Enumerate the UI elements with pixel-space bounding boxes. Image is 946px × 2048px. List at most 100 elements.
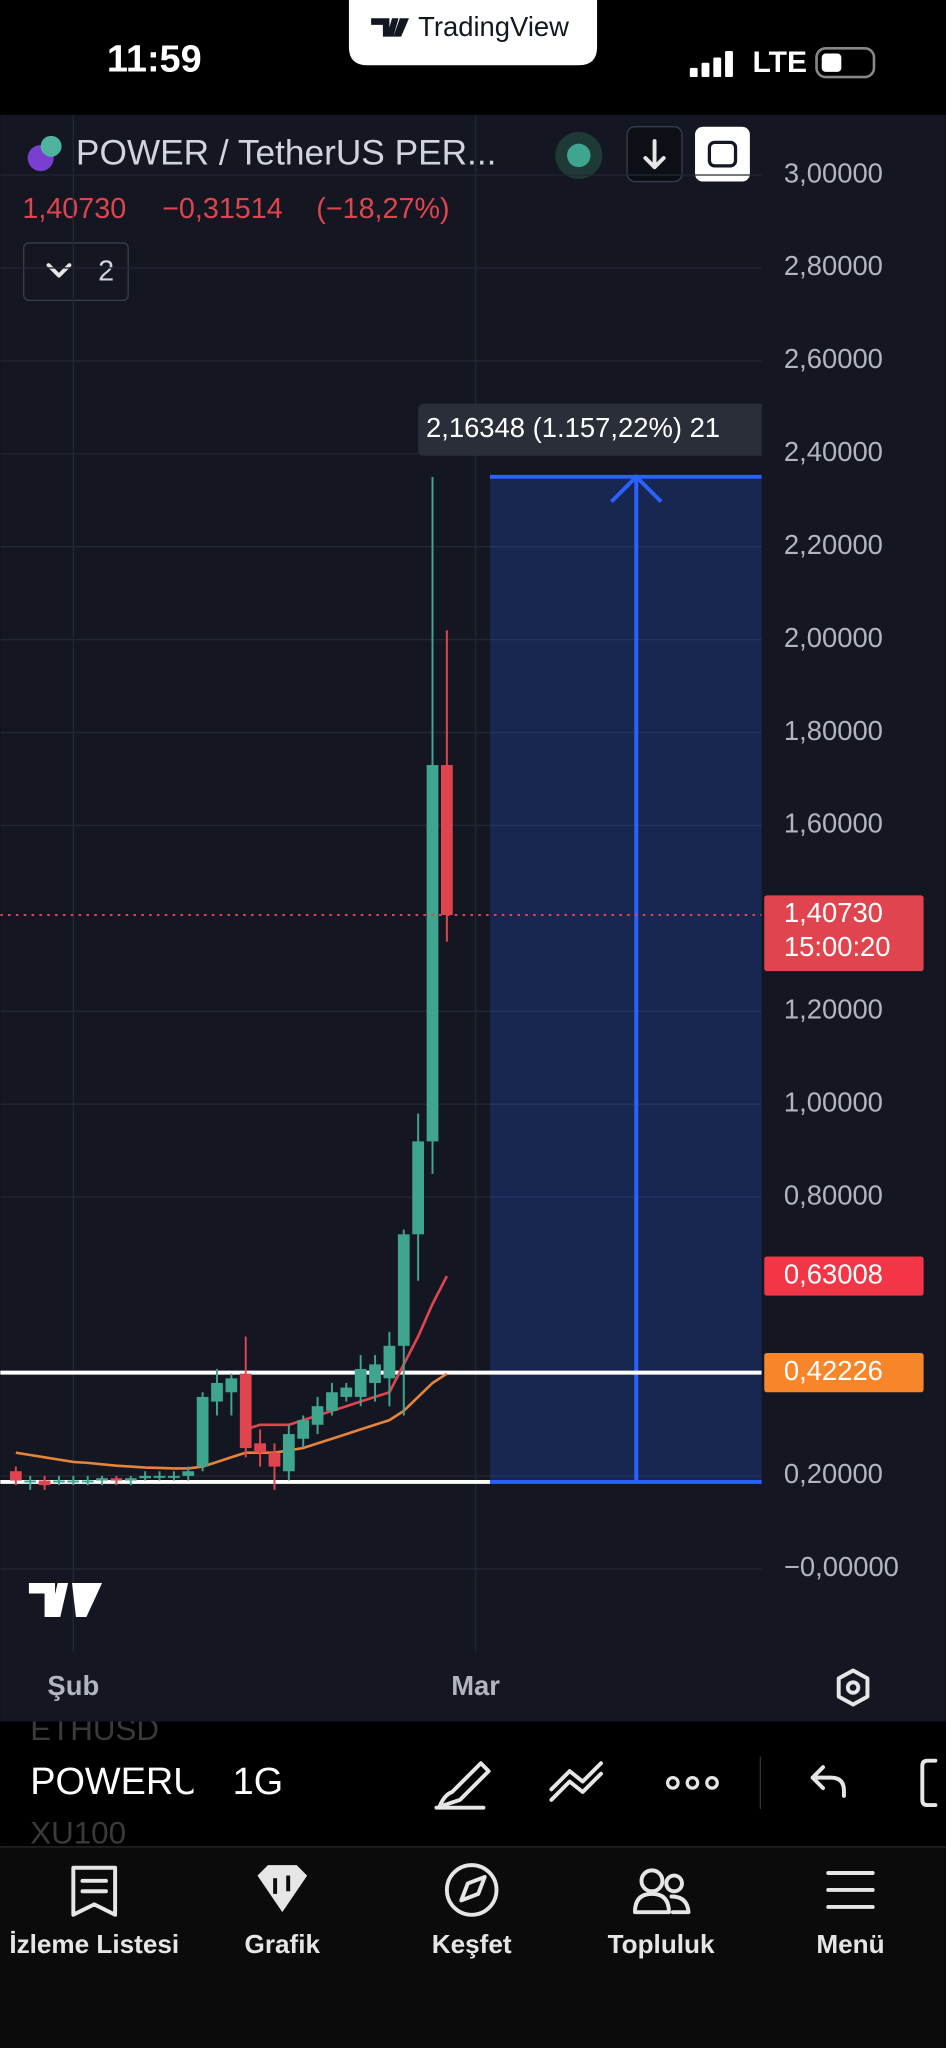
candle-body xyxy=(124,1478,137,1481)
chevron-icon xyxy=(46,263,72,278)
brand-logo xyxy=(371,18,409,37)
y-tick-label: 2,40000 xyxy=(784,436,883,467)
y-tick-label: 0,20000 xyxy=(784,1458,883,1489)
clock: 11:59 xyxy=(107,38,202,80)
x-tick-label: Mar xyxy=(451,1670,500,1701)
symbol-icon-badge xyxy=(40,135,62,157)
tab-label: İzleme Listesi xyxy=(9,1929,179,1959)
fullscreen-icon xyxy=(707,140,738,168)
tab-explore[interactable]: Keşfet xyxy=(432,1863,512,1959)
price-label-countdown: 15:00:20 xyxy=(784,931,891,962)
candle-body xyxy=(268,1452,281,1467)
candle-body xyxy=(139,1475,152,1479)
candle-body xyxy=(24,1480,37,1483)
candle-body xyxy=(225,1378,238,1393)
tab-label: Topluluk xyxy=(608,1929,715,1959)
price-label-bg xyxy=(764,1353,924,1393)
measure-arrow xyxy=(610,474,663,1482)
indicator-count: 2 xyxy=(98,256,114,288)
draw-tool[interactable] xyxy=(434,1761,491,1810)
settings-button[interactable] xyxy=(836,1668,870,1707)
moving-average xyxy=(245,1275,449,1431)
y-tick-label: −0,00000 xyxy=(784,1551,899,1582)
symbol[interactable]: POWER / TetherUS PER... xyxy=(76,134,497,173)
candle-body xyxy=(67,1480,80,1483)
y-tick-label: 2,20000 xyxy=(784,529,883,560)
layout-button[interactable] xyxy=(920,1758,938,1808)
candle-body xyxy=(9,1471,22,1481)
price-label: 0,63008 xyxy=(784,1258,883,1289)
candle-body xyxy=(96,1478,108,1481)
battery-level xyxy=(821,53,842,72)
measure-label: 2,16348 (1.157,22%) 21 xyxy=(426,412,720,443)
tab-label: Keşfet xyxy=(432,1929,512,1959)
candle-body xyxy=(254,1443,266,1453)
candle-body xyxy=(383,1345,396,1379)
next-symbol: XU100 xyxy=(30,1815,126,1850)
candle-body xyxy=(168,1475,180,1478)
brand-pill xyxy=(348,0,598,66)
candle-body xyxy=(297,1420,310,1439)
price-axis: 3,00000 2,80000 2,60000 2,40000 2,20000 2,000… xyxy=(764,157,924,1582)
price-label: 0,42226 xyxy=(784,1355,883,1386)
y-tick-label: 3,00000 xyxy=(784,157,883,188)
tab-menu[interactable]: Menü xyxy=(816,1871,885,1959)
undo-button[interactable] xyxy=(810,1765,846,1798)
symbol-switcher[interactable]: ETHUSD POWERU XU100 xyxy=(30,1712,200,1850)
watermark xyxy=(28,1583,103,1617)
tab-community[interactable]: Topluluk xyxy=(608,1868,715,1959)
y-tick-label: 1,60000 xyxy=(784,808,883,839)
candle-body xyxy=(397,1234,410,1346)
y-tick-label: 1,00000 xyxy=(784,1086,883,1117)
settings-icon xyxy=(845,1680,861,1695)
candle-body xyxy=(441,765,453,915)
brand-name: TradingView xyxy=(418,11,569,42)
candle-body xyxy=(110,1478,123,1481)
candle-body xyxy=(311,1406,324,1425)
tab-watchlist[interactable]: İzleme Listesi xyxy=(9,1865,179,1959)
candle-body xyxy=(211,1382,223,1402)
toolbar-symbol: POWERU xyxy=(30,1761,200,1803)
download-icon xyxy=(643,139,666,170)
measure-label-bg xyxy=(418,403,762,456)
tab-chart[interactable]: Grafik xyxy=(245,1865,321,1959)
measure-area xyxy=(489,476,762,1482)
moving-average xyxy=(15,1372,448,1470)
x-tick-label: Şub xyxy=(47,1670,99,1701)
change-percent: (−18,27%) xyxy=(316,193,449,225)
battery xyxy=(815,47,876,79)
candle-body xyxy=(239,1373,252,1449)
candle-body xyxy=(153,1475,166,1478)
y-tick-label: 2,00000 xyxy=(784,622,883,653)
network: LTE xyxy=(753,46,808,79)
plot: 2,16348 (1.157,22%) 21 xyxy=(0,403,762,1490)
more-button[interactable] xyxy=(665,1775,719,1790)
market-status-dot xyxy=(567,143,591,168)
interval[interactable]: 1G xyxy=(233,1761,284,1803)
candle-body xyxy=(53,1480,65,1483)
indicators-toggle[interactable] xyxy=(23,242,129,302)
y-tick-label: 1,20000 xyxy=(784,994,883,1025)
y-tick-label: 0,80000 xyxy=(784,1179,883,1210)
candle-body xyxy=(282,1434,295,1472)
tab-label: Menü xyxy=(816,1929,884,1959)
prev-symbol: ETHUSD xyxy=(30,1712,159,1747)
last-price: 1,40730 xyxy=(22,193,126,225)
candle-body xyxy=(81,1480,94,1483)
candle-body xyxy=(426,765,439,1142)
candle-body xyxy=(38,1480,51,1486)
candle-body xyxy=(182,1471,195,1476)
price-label-bg xyxy=(764,1256,924,1296)
price-label-bg xyxy=(764,895,924,972)
candle-body xyxy=(196,1396,209,1467)
candle-body xyxy=(340,1387,353,1397)
candle-body xyxy=(369,1364,381,1383)
y-tick-label: 2,80000 xyxy=(784,250,883,281)
y-tick-label: 1,80000 xyxy=(784,715,883,746)
candle-body xyxy=(326,1392,338,1411)
fullscreen-button[interactable] xyxy=(695,126,750,182)
candle-body xyxy=(412,1141,425,1235)
trend-tool[interactable] xyxy=(549,1761,603,1802)
